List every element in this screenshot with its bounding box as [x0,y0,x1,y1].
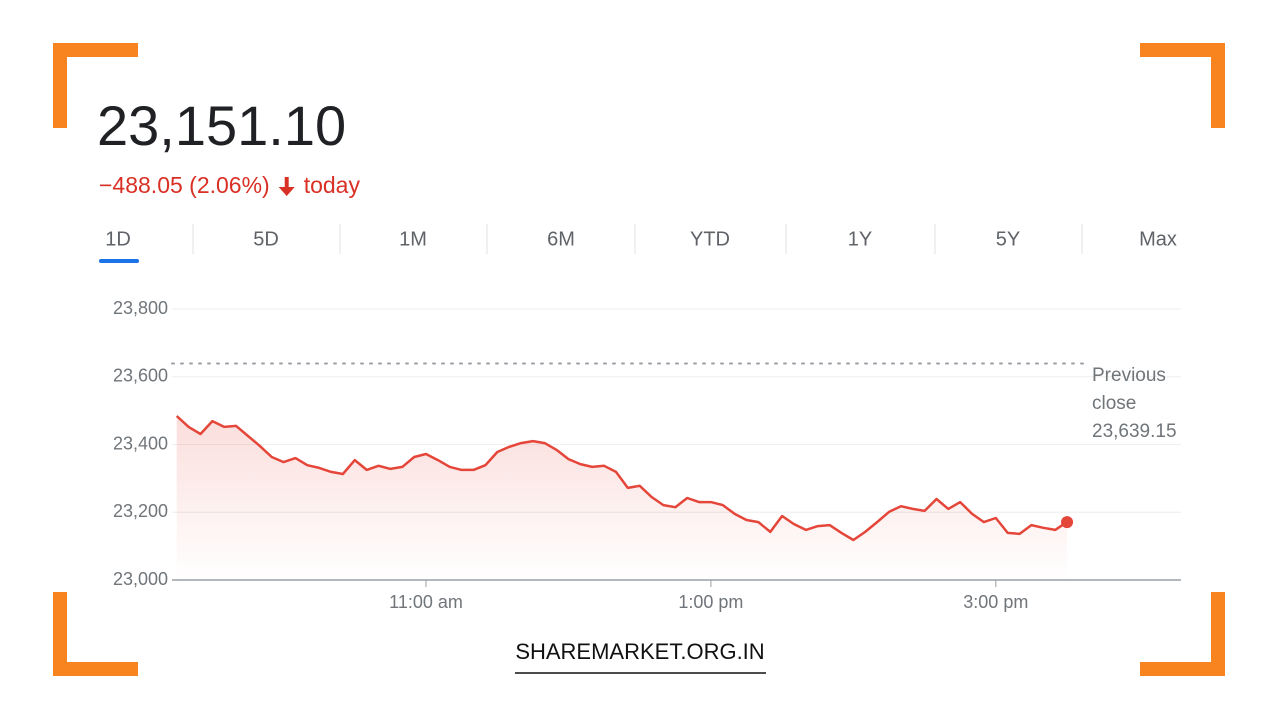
tab-separators [192,224,1083,254]
tab[interactable]: 5D [253,228,279,250]
last-point [1061,516,1074,529]
tab[interactable]: YTD [690,228,730,250]
active-tab-indicator [99,259,139,263]
tab[interactable]: 1D [105,228,131,250]
line [175,415,1068,542]
y-tick-label: 23,400 [113,433,168,453]
tab[interactable]: 1M [399,228,427,250]
previous-close-value: 23,639.15 [1092,421,1177,442]
corner-brackets [53,43,1225,676]
y-tick-label: 23,200 [113,501,168,521]
area [176,416,1068,580]
y-tick-label: 23,000 [113,569,168,589]
previous-close-label: Previous close [1092,365,1166,414]
period: today [304,172,361,198]
x-tick-label: 1:00 pm [678,592,743,612]
tab[interactable]: 5Y [996,228,1020,250]
down-arrow [278,177,295,196]
change: −488.05 (2.06%) [99,172,270,198]
tab[interactable]: Max [1139,228,1177,250]
y-tick-label: 23,800 [113,298,168,318]
y-tick-label: 23,600 [113,366,168,386]
tab[interactable]: 1Y [848,228,872,250]
x-tick-label: 11:00 am [389,592,463,612]
tab[interactable]: 6M [547,228,575,250]
price: 23,151.10 [97,94,346,157]
x-tick-label: 3:00 pm [963,592,1028,612]
watermark: SHAREMARKET.ORG.IN [515,639,764,664]
previous-close-note: Previous close 23,639.15 [1092,362,1187,446]
